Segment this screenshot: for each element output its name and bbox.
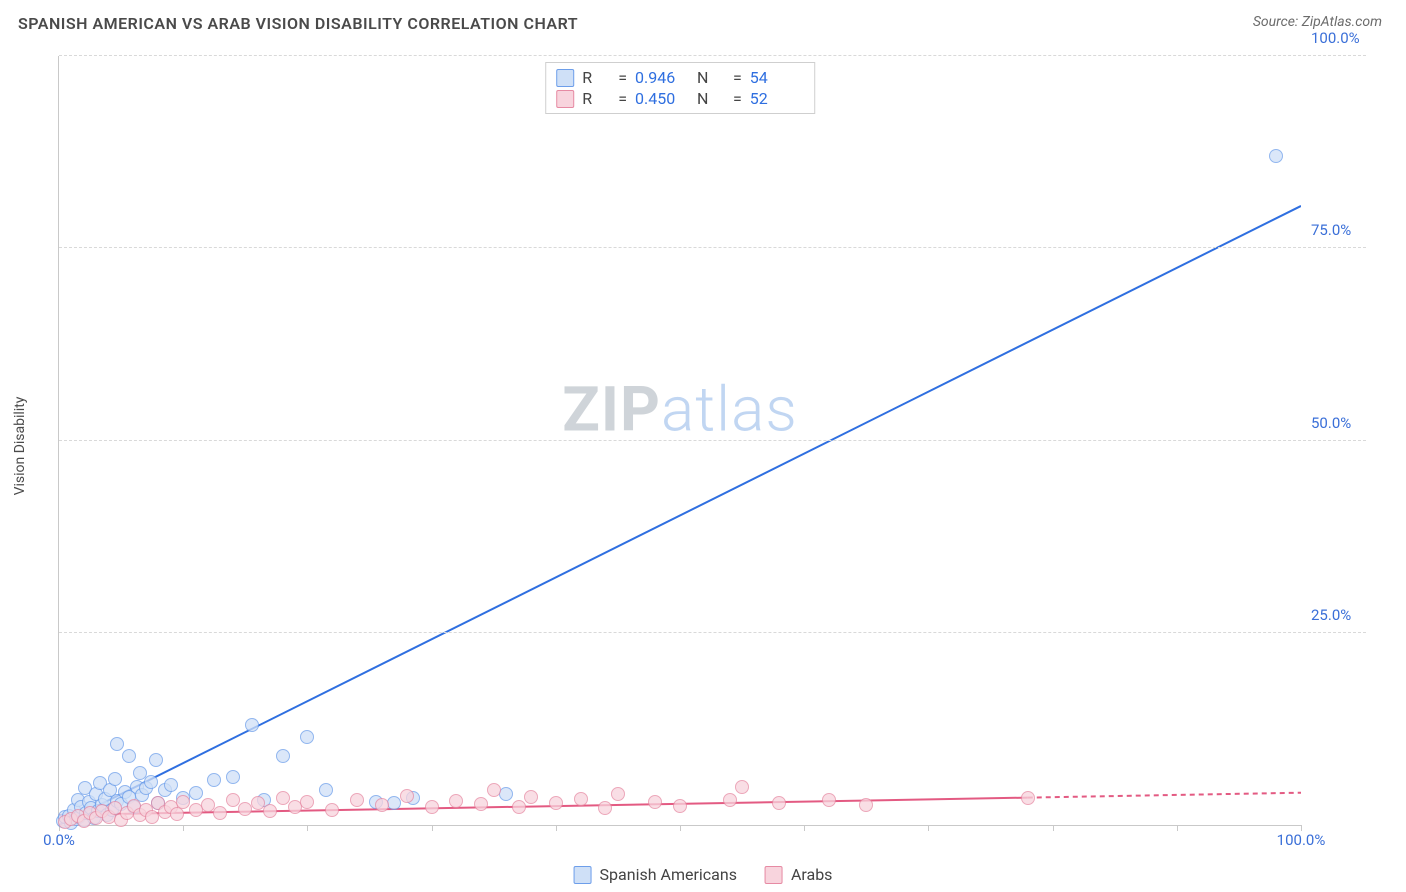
data-point	[425, 800, 439, 814]
data-point	[319, 783, 333, 797]
chart-container: Vision Disability ZIPatlas R=0.946N=54R=…	[48, 48, 1376, 844]
y-tick-label: 100.0%	[1311, 29, 1371, 47]
legend-r-label: R	[582, 68, 610, 87]
watermark-bold: ZIP	[562, 373, 661, 446]
legend-stat-row: R = 0.946 N = 54	[556, 67, 804, 88]
data-point	[108, 772, 122, 786]
legend-label: Spanish Americans	[600, 865, 737, 884]
data-point	[1269, 149, 1283, 163]
data-point	[611, 787, 625, 801]
x-tick	[928, 825, 929, 831]
x-tick	[804, 825, 805, 831]
data-point	[164, 778, 178, 792]
data-point	[110, 737, 124, 751]
data-point	[859, 798, 873, 812]
gridline	[59, 55, 1366, 56]
data-point	[400, 789, 414, 803]
y-tick-label: 75.0%	[1311, 221, 1371, 239]
legend-eq: =	[733, 68, 742, 87]
data-point	[251, 796, 265, 810]
data-point	[648, 795, 662, 809]
data-point	[201, 798, 215, 812]
data-point	[772, 796, 786, 810]
data-point	[499, 787, 513, 801]
legend-stat-row: R = 0.450 N = 52	[556, 88, 804, 109]
watermark-light: atlas	[661, 373, 798, 446]
x-tick	[1053, 825, 1054, 831]
data-point	[276, 791, 290, 805]
data-point	[549, 796, 563, 810]
data-point	[245, 718, 259, 732]
x-tick-label: 100.0%	[1277, 831, 1326, 849]
legend-n-value: 52	[750, 89, 804, 108]
legend-r-value: 0.450	[635, 89, 689, 108]
data-point	[474, 797, 488, 811]
legend-stats: R = 0.946 N = 54 R = 0.450 N = 52	[545, 62, 815, 114]
x-tick	[307, 825, 308, 831]
legend-eq: =	[618, 68, 627, 87]
x-tick	[183, 825, 184, 831]
plot-area: ZIPatlas R=0.946N=54R=0.450N=52 25.0%50.…	[58, 56, 1301, 826]
legend-r-label: R	[582, 89, 610, 108]
data-point	[263, 804, 277, 818]
data-point	[487, 783, 501, 797]
data-point	[207, 773, 221, 787]
legend-r-value: 0.946	[635, 68, 689, 87]
legend-n-label: N	[697, 68, 725, 87]
x-tick	[1177, 825, 1178, 831]
data-point	[300, 730, 314, 744]
data-point	[325, 803, 339, 817]
chart-title: SPANISH AMERICAN VS ARAB VISION DISABILI…	[18, 14, 578, 33]
data-point	[449, 794, 463, 808]
data-point	[375, 798, 389, 812]
watermark: ZIPatlas	[562, 373, 798, 446]
legend-swatch	[574, 866, 592, 884]
x-tick	[556, 825, 557, 831]
data-point	[1021, 791, 1035, 805]
data-point	[350, 793, 364, 807]
legend-n-value: 54	[750, 68, 804, 87]
legend-series: Spanish Americans Arabs	[574, 865, 833, 884]
source-attribution: Source: ZipAtlas.com	[1253, 14, 1382, 30]
legend-item: Spanish Americans	[574, 865, 737, 884]
data-point	[574, 792, 588, 806]
y-tick-label: 25.0%	[1311, 606, 1371, 624]
x-tick	[432, 825, 433, 831]
data-point	[598, 801, 612, 815]
data-point	[189, 786, 203, 800]
data-point	[170, 807, 184, 821]
gridline	[59, 247, 1366, 248]
data-point	[300, 795, 314, 809]
legend-eq: =	[733, 89, 742, 108]
data-point	[276, 749, 290, 763]
legend-swatch	[556, 90, 574, 108]
data-point	[226, 793, 240, 807]
data-point	[213, 806, 227, 820]
data-point	[673, 799, 687, 813]
legend-swatch	[556, 69, 574, 87]
data-point	[512, 800, 526, 814]
data-point	[723, 793, 737, 807]
legend-n-label: N	[697, 89, 725, 108]
data-point	[122, 749, 136, 763]
x-tick-label: 0.0%	[43, 831, 75, 849]
gridline	[59, 632, 1366, 633]
data-point	[735, 780, 749, 794]
data-point	[144, 775, 158, 789]
data-point	[149, 753, 163, 767]
data-point	[226, 770, 240, 784]
y-tick-label: 50.0%	[1311, 414, 1371, 432]
data-point	[176, 795, 190, 809]
gridline	[59, 440, 1366, 441]
x-tick	[680, 825, 681, 831]
y-axis-title: Vision Disability	[12, 397, 28, 496]
trend-lines	[59, 56, 1301, 825]
data-point	[822, 793, 836, 807]
data-point	[387, 796, 401, 810]
data-point	[524, 790, 538, 804]
legend-swatch	[765, 866, 783, 884]
legend-item: Arabs	[765, 865, 833, 884]
legend-label: Arabs	[791, 865, 833, 884]
legend-eq: =	[618, 89, 627, 108]
